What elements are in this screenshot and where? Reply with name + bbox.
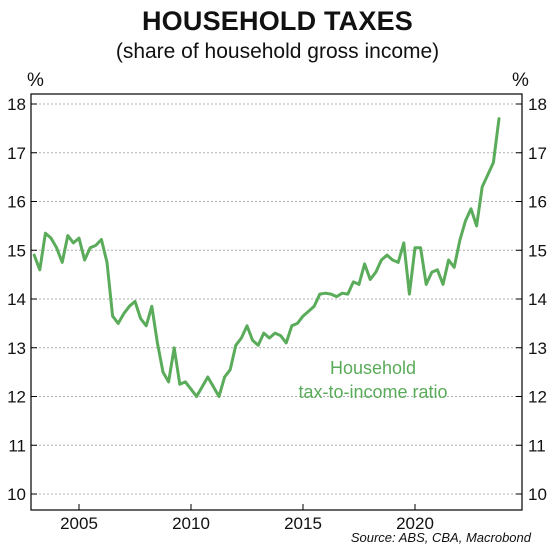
y-tick-label-left: 13: [7, 339, 26, 358]
y-tick-label-left: 14: [7, 290, 26, 309]
y-tick-label-right: 12: [528, 388, 547, 407]
y-tick-label-left: 15: [7, 241, 26, 260]
y-tick-label-left: 12: [7, 388, 26, 407]
y-tick-label-right: 13: [528, 339, 547, 358]
x-tick-label: 2010: [172, 514, 210, 533]
gridlines: [31, 103, 522, 495]
chart-title: HOUSEHOLD TAXES: [141, 6, 414, 36]
plot-border: [30, 93, 523, 511]
series-layer: [32, 117, 501, 398]
left-y-axis: 10 11 12 13 14 15 16 17 18: [7, 95, 37, 504]
y-tick-label-right: 16: [528, 193, 547, 212]
y-tick-label-left: 17: [7, 144, 26, 163]
x-tick-label: 2020: [396, 514, 434, 533]
y-tick-label-right: 10: [528, 485, 547, 504]
y-tick-label-left: 18: [7, 95, 26, 114]
series-annotation-line-1: Household: [330, 358, 416, 378]
y-tick-label-right: 11: [528, 436, 546, 455]
source-note: Source: ABS, CBA, Macrobond: [350, 530, 531, 545]
chart-subtitle: (share of household gross income): [115, 40, 440, 63]
y-tick-label-left: 10: [7, 485, 26, 504]
y-tick-label-right: 18: [528, 95, 547, 114]
series-annotation-line-2: tax-to-income ratio: [298, 382, 447, 402]
y-tick-label-right: 17: [528, 144, 547, 163]
y-tick-label-left: 11: [8, 436, 26, 455]
y-tick-label-right: 14: [528, 290, 547, 309]
left-axis-unit: %: [27, 70, 44, 91]
plot-frame: [30, 93, 523, 511]
x-tick-label: 2005: [60, 514, 98, 533]
y-tick-label-right: 15: [528, 241, 547, 260]
x-tick-label: 2015: [284, 514, 322, 533]
x-axis: 2005 2010 2015 2020: [60, 504, 434, 533]
series-line: [32, 117, 501, 398]
y-tick-label-left: 16: [7, 193, 26, 212]
right-y-axis: 10 11 12 13 14 15 16 17 18: [516, 95, 547, 504]
right-axis-unit: %: [512, 70, 529, 91]
